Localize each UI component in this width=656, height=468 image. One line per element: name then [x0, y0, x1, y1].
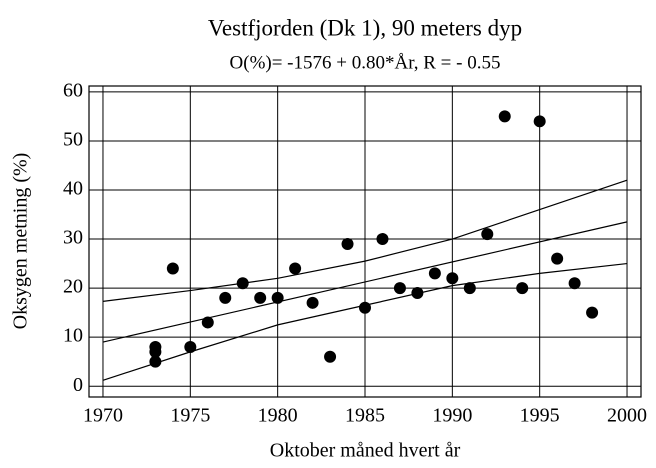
x-tick-label: 1970	[83, 405, 123, 427]
data-point	[463, 282, 476, 295]
data-point	[219, 291, 232, 304]
data-point	[341, 237, 354, 250]
chart-subtitle: O(%)= -1576 + 0.80*År, R = - 0.55	[230, 52, 501, 73]
data-point	[359, 301, 371, 314]
data-point	[254, 291, 267, 304]
x-tick-label: 1985	[345, 405, 385, 427]
chart-title: Vestfjorden (Dk 1), 90 meters dyp	[208, 15, 522, 40]
x-axis-label: Oktober måned hvert år	[270, 440, 461, 462]
data-point	[376, 233, 389, 246]
x-tick-label: 1990	[432, 405, 472, 427]
data-point	[149, 355, 162, 368]
regression-line	[102, 179, 628, 302]
data-point	[271, 291, 284, 304]
data-point	[236, 277, 249, 290]
data-point	[568, 277, 581, 290]
x-tick-label: 1995	[520, 405, 560, 427]
data-point	[201, 316, 214, 329]
data-point	[428, 267, 441, 280]
y-tick-label: 50	[63, 129, 83, 151]
data-point	[481, 228, 494, 241]
y-tick-label: 20	[63, 276, 83, 298]
data-point	[184, 340, 197, 353]
data-point	[411, 287, 424, 300]
data-point	[306, 296, 319, 309]
data-point	[289, 262, 302, 275]
data-point	[498, 110, 511, 123]
y-tick-label: 60	[63, 79, 83, 101]
x-tick-label: 1975	[170, 405, 210, 427]
x-tick-label: 1980	[258, 405, 298, 427]
data-point	[393, 282, 406, 295]
data-point	[551, 252, 564, 265]
data-point	[516, 282, 529, 295]
regression-line	[102, 221, 628, 343]
x-tick-label: 2000	[607, 405, 647, 427]
y-tick-label: 40	[63, 178, 83, 200]
data-point	[149, 345, 162, 358]
y-tick-label: 10	[63, 325, 83, 347]
data-point	[533, 115, 546, 128]
data-point	[166, 262, 179, 275]
y-tick-label: 0	[73, 374, 83, 396]
data-point	[446, 272, 459, 285]
data-point	[586, 306, 599, 319]
y-tick-label: 30	[63, 227, 83, 249]
data-point	[324, 350, 337, 363]
y-axis-label: Oksygen metning (%)	[10, 153, 32, 330]
